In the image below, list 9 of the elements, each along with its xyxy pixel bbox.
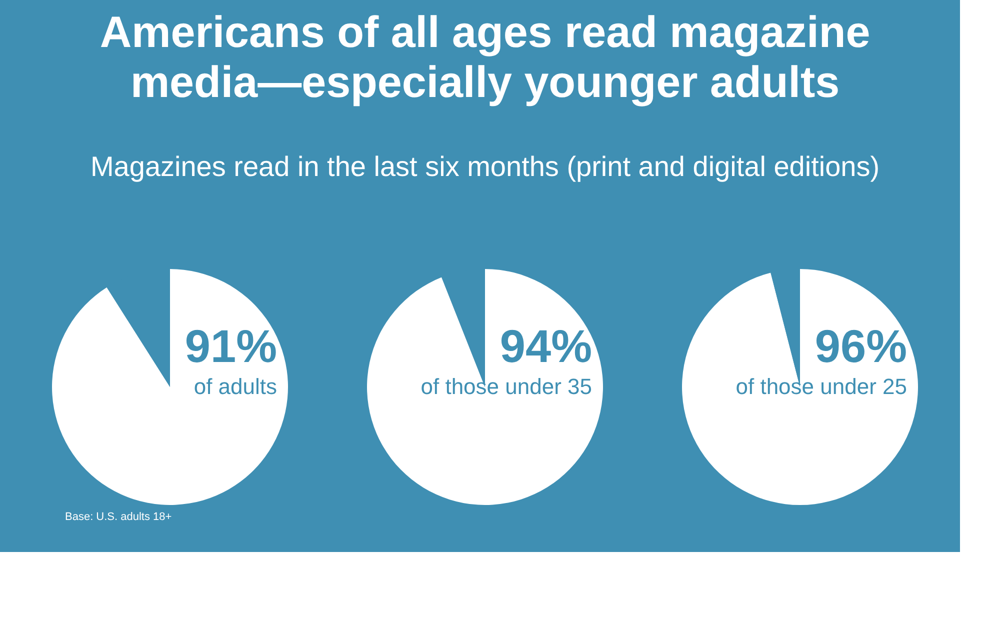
text: Americans of all ages read magazine media—especially younger adults (100, 8, 870, 107)
data-label: 96% (814, 320, 907, 372)
slice-label: of adults (194, 374, 277, 399)
data-label: 91% (184, 320, 277, 372)
slice-label: of those under 25 (736, 374, 907, 399)
text: Base: U.S. adults 18+ (65, 511, 172, 523)
slice-label: of those under 35 (420, 374, 592, 399)
data-label: 94% (500, 320, 592, 372)
text: Magazines read in the last six months (print and digital editions) (90, 151, 880, 182)
